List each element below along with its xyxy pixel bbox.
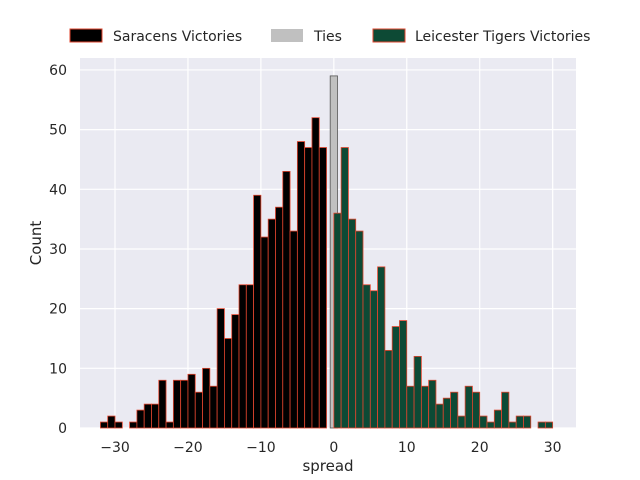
bar-series-0 <box>238 284 247 429</box>
bar-series-2 <box>428 379 437 429</box>
x-axis-ticks: −30 −20 −10 0 10 20 30 <box>100 440 561 456</box>
bar-series-0 <box>165 421 174 429</box>
y-axis-label: Count <box>27 221 45 266</box>
bar-series-2 <box>537 421 546 429</box>
y-tick-label: 40 <box>49 182 67 198</box>
y-tick-label: 10 <box>49 361 67 377</box>
x-tick-label: 30 <box>544 440 562 456</box>
bar-series-0 <box>180 379 189 429</box>
bar-series-0 <box>100 421 109 429</box>
bar-series-2 <box>515 415 524 429</box>
bar-series-2 <box>384 350 393 429</box>
bar-series-0 <box>172 379 182 429</box>
plot-area <box>80 58 576 428</box>
y-tick-label: 20 <box>49 302 67 318</box>
legend-label-ties: Ties <box>313 29 342 45</box>
bar-series-2 <box>413 355 422 429</box>
x-tick-label: −10 <box>246 440 276 456</box>
legend-label-saracens: Saracens Victories <box>113 29 242 45</box>
bar-series-2 <box>479 415 488 429</box>
bar-series-0 <box>209 385 218 429</box>
bar-series-2 <box>457 415 466 429</box>
bar-series-2 <box>464 385 473 429</box>
bar-series-0 <box>224 338 233 429</box>
y-tick-label: 0 <box>58 421 67 437</box>
bar-series-0 <box>267 218 276 429</box>
bar-series-2 <box>420 385 430 429</box>
bar-series-0 <box>129 421 138 429</box>
bar-series-2 <box>493 409 502 429</box>
legend-swatch-leicester <box>372 28 406 43</box>
x-tick-label: −20 <box>173 440 203 456</box>
bar-series-2 <box>355 230 364 429</box>
y-tick-label: 60 <box>49 63 67 79</box>
bar-series-2 <box>450 391 459 429</box>
bar-series-0 <box>194 391 203 429</box>
bar-series-2 <box>348 218 357 429</box>
bar-series-2 <box>472 391 481 429</box>
bar-series-0 <box>136 409 145 429</box>
bar-series-2 <box>435 403 444 429</box>
bar-series-2 <box>523 415 532 429</box>
bar-series-2 <box>377 266 386 429</box>
legend-swatch-saracens <box>69 28 103 43</box>
bar-series-2 <box>501 391 510 429</box>
bars <box>100 75 554 429</box>
x-axis-label: spread <box>302 457 353 475</box>
bar-series-2 <box>406 385 415 429</box>
bar-series-2 <box>399 320 408 429</box>
bar-series-0 <box>296 141 306 429</box>
bar-series-0 <box>158 379 167 429</box>
bar-series-0 <box>151 403 160 429</box>
y-tick-label: 30 <box>49 242 67 258</box>
bar-series-2 <box>333 212 342 429</box>
bar-series-2 <box>362 284 371 429</box>
bar-series-2 <box>369 290 378 429</box>
bar-series-2 <box>391 326 400 429</box>
legend-label-leicester: Leicester Tigers Victories <box>415 29 590 45</box>
x-tick-label: 10 <box>398 440 416 456</box>
x-tick-label: −30 <box>100 440 130 456</box>
bar-series-0 <box>311 117 320 429</box>
bar-series-0 <box>245 284 254 429</box>
bar-series-0 <box>143 403 152 429</box>
bar-series-0 <box>202 367 211 429</box>
bar-series-0 <box>231 314 240 429</box>
bar-series-0 <box>304 147 313 429</box>
bar-series-0 <box>275 206 284 429</box>
bar-series-0 <box>260 236 269 429</box>
bar-series-0 <box>318 147 327 429</box>
bar-series-0 <box>114 421 123 429</box>
bar-series-0 <box>282 170 291 429</box>
x-tick-label: 20 <box>471 440 489 456</box>
grid-lines <box>80 58 576 429</box>
bar-series-2 <box>508 421 517 429</box>
bar-series-2 <box>544 421 554 429</box>
bar-series-2 <box>340 147 349 429</box>
bar-series-0 <box>187 373 196 429</box>
bar-series-0 <box>216 308 225 429</box>
bar-series-2 <box>486 421 495 429</box>
y-tick-label: 50 <box>49 123 67 139</box>
bar-series-0 <box>253 194 262 429</box>
x-tick-label: 0 <box>329 440 338 456</box>
legend: Saracens Victories Ties Leicester Tigers… <box>69 28 590 45</box>
bar-series-0 <box>289 230 298 429</box>
y-axis-ticks: 0 10 20 30 40 50 60 <box>49 63 67 437</box>
bar-series-2 <box>442 397 451 429</box>
legend-swatch-ties <box>271 29 303 42</box>
bar-series-0 <box>107 415 116 429</box>
